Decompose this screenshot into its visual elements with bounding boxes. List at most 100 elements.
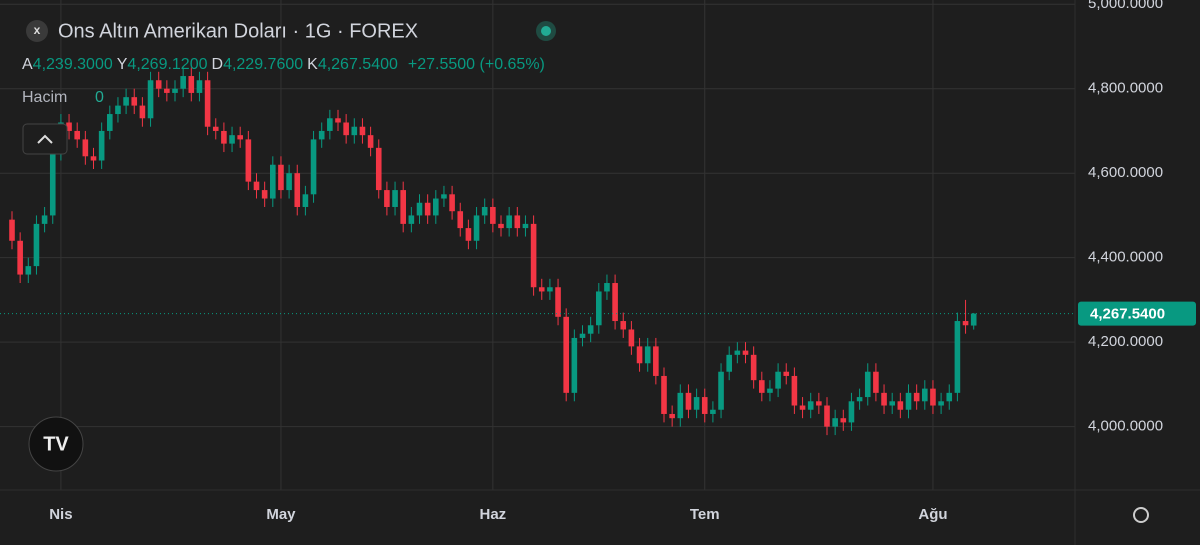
candle-body <box>856 397 863 402</box>
y-tick-label: 4,600.0000 <box>1088 164 1163 181</box>
candle-body <box>571 337 578 393</box>
candle-body <box>237 135 243 140</box>
collapse-icon <box>37 134 53 144</box>
ohlc-value: 4,229.7600 <box>223 56 303 73</box>
candle-body <box>563 316 569 393</box>
candle-body <box>775 371 781 389</box>
candle-body <box>17 240 23 275</box>
candle-body <box>587 325 594 334</box>
ohlc-value: 4,267.5400 <box>318 56 398 73</box>
price-tag-label: 4,267.5400 <box>1090 306 1165 323</box>
candle-body <box>457 211 464 229</box>
candle-body <box>49 152 56 216</box>
candle-body <box>66 122 72 131</box>
candle-body <box>840 418 847 423</box>
candle-body <box>318 130 325 140</box>
candle-body <box>701 397 708 414</box>
candle-body <box>261 190 268 199</box>
candle-body <box>180 76 186 89</box>
candle-body <box>490 206 496 224</box>
candle-body <box>473 215 480 241</box>
candle-body <box>938 401 944 406</box>
candle-body <box>905 392 912 410</box>
candle-body <box>579 333 586 338</box>
candle-body <box>685 392 692 410</box>
candle-body <box>188 76 195 93</box>
candle-body <box>25 266 32 275</box>
candle-body <box>897 401 904 410</box>
candle-body <box>212 126 219 131</box>
candle-body <box>873 371 879 393</box>
candle-body <box>791 375 798 406</box>
candle-body <box>164 88 170 93</box>
candle-body <box>147 80 154 119</box>
candle-body <box>9 219 15 241</box>
ohlc-value: 4,239.3000 <box>33 56 113 73</box>
candle-body <box>270 164 276 199</box>
candle-body <box>74 130 80 140</box>
candle-body <box>107 114 113 131</box>
candle-body <box>302 194 309 207</box>
candle-body <box>131 97 138 106</box>
volume-label: Hacim <box>22 89 67 106</box>
close-symbol-button[interactable] <box>26 20 48 42</box>
candle-body <box>359 126 366 136</box>
x-tick-label: May <box>266 506 296 523</box>
candle-body <box>889 401 895 406</box>
candle-body <box>327 118 333 131</box>
candle-body <box>946 392 953 402</box>
ohlc-key: D <box>212 56 224 73</box>
candle-body <box>710 409 716 414</box>
candle-body <box>416 202 423 216</box>
candle-body <box>807 401 814 410</box>
settings-button[interactable] <box>1133 507 1149 523</box>
candle-body <box>90 156 97 161</box>
candle-body <box>636 346 643 364</box>
market-status-dot <box>541 26 551 36</box>
candle-body <box>286 173 292 191</box>
candle-body <box>954 321 961 393</box>
candle-body <box>310 139 317 195</box>
candle-body <box>653 346 659 376</box>
candle-body <box>604 283 610 292</box>
candle-body <box>41 215 48 224</box>
candle-body <box>196 80 203 93</box>
ohlc-key: Y <box>117 56 128 73</box>
candle-body <box>424 202 431 216</box>
candle-body <box>155 80 162 89</box>
candle-body <box>375 147 382 191</box>
candle-body <box>661 375 667 414</box>
candle-body <box>669 413 675 419</box>
candle-body <box>278 164 284 191</box>
candle-body <box>245 139 252 182</box>
change: +27.5500 (+0.65%) <box>408 56 545 73</box>
candle-body <box>351 126 358 136</box>
candle-body <box>465 228 472 241</box>
tradingview-logo[interactable] <box>28 416 84 472</box>
candle-body <box>848 401 855 423</box>
y-tick-label: 5,000.0000 <box>1088 0 1163 12</box>
x-tick-label: Haz <box>480 506 507 523</box>
collapse-button[interactable] <box>22 123 68 155</box>
x-tick-label: Nis <box>49 506 72 523</box>
plot-area <box>0 0 1075 490</box>
candle-body <box>33 223 40 267</box>
candle-body <box>481 206 488 216</box>
candle-body <box>734 350 741 355</box>
candle-body <box>400 190 406 224</box>
candle-body <box>538 287 545 292</box>
candle-body <box>970 313 977 326</box>
ohlc-key: K <box>307 56 318 73</box>
candle-body <box>750 354 757 381</box>
candle-body <box>864 371 871 398</box>
volume-value: 0 <box>95 89 104 106</box>
candle-body <box>596 291 602 326</box>
candle-body <box>799 405 806 410</box>
candle-body <box>726 354 732 372</box>
candle-body <box>449 194 455 212</box>
candle-body <box>522 223 529 229</box>
candle-body <box>783 371 790 376</box>
candle-body <box>514 215 521 229</box>
candle-body <box>384 190 390 207</box>
